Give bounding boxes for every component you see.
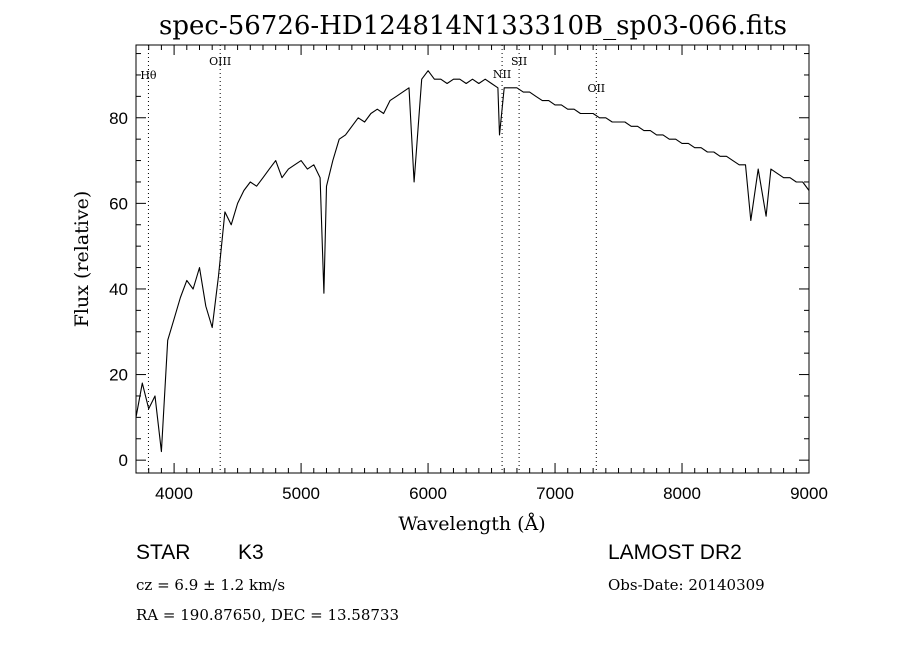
y-tick-labels: 0 20 40 60 80 [109, 109, 128, 470]
y-tick-label: 60 [109, 194, 128, 213]
spectrum-line [135, 70, 810, 453]
emission-line-label: OIII [209, 55, 231, 68]
y-axis-label: Flux (relative) [71, 191, 93, 328]
subclass: K3 [238, 541, 264, 564]
chart-title: spec-56726-HD124814N133310B_sp03-066.fit… [159, 11, 787, 41]
x-tick-marks [148, 45, 810, 473]
y-tick-label: 20 [109, 366, 128, 385]
emission-line-label: SII [511, 55, 527, 68]
x-axis-label: Wavelength (Å) [398, 513, 545, 535]
x-tick-label: 6000 [409, 484, 447, 503]
emission-line-label: OII [587, 82, 605, 95]
x-tick-label: 4000 [155, 484, 193, 503]
redshift-cz: cz = 6.9 ± 1.2 km/s [136, 576, 285, 594]
x-tick-label: 7000 [536, 484, 574, 503]
y-tick-label: 40 [109, 280, 128, 299]
y-tick-marks [136, 53, 809, 461]
plot-frame [135, 44, 810, 474]
emission-lines: Hθ OIII NII OII SII [140, 45, 605, 473]
obs-date: Obs-Date: 20140309 [608, 576, 765, 594]
emission-line-label: NII [493, 68, 511, 81]
x-tick-labels: 4000 5000 6000 7000 8000 9000 [155, 484, 828, 503]
x-tick-label: 5000 [282, 484, 320, 503]
y-tick-label: 80 [109, 109, 128, 128]
y-tick-label: 0 [119, 451, 128, 470]
x-tick-label: 8000 [663, 484, 701, 503]
object-type: STAR [136, 541, 190, 564]
x-tick-label: 9000 [790, 484, 828, 503]
emission-line-label: Hθ [140, 69, 157, 82]
coordinates: RA = 190.87650, DEC = 13.58733 [136, 606, 399, 624]
survey-name: LAMOST DR2 [608, 541, 742, 564]
